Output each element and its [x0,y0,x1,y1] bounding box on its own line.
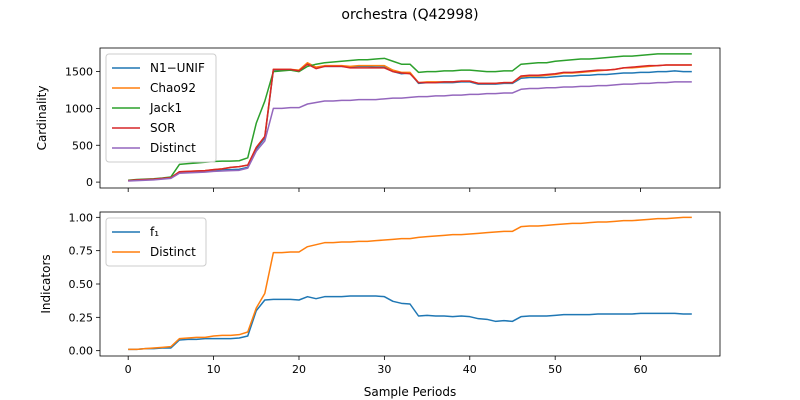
y-axis-label: Indicators [39,254,53,313]
legend-box [105,217,207,267]
legend: N1−UNIF Chao92 Jack1 SOR Distinct [105,53,217,163]
legend: f₁ Distinct [105,217,207,267]
legend-label: Distinct [150,245,196,259]
x-tick-label: 20 [292,363,306,376]
y-tick-label: 0.00 [69,345,94,358]
x-tick-label: 60 [634,363,648,376]
y-tick-label: 0.50 [69,278,94,291]
x-tick-label: 0 [125,363,132,376]
axes-frame [99,47,721,189]
figure-title: orchestra (Q42998) [341,7,478,23]
legend-label: Jack1 [149,101,182,115]
x-tick-label: 10 [207,363,221,376]
x-tick-label: 30 [377,363,391,376]
legend-label: N1−UNIF [150,61,205,75]
series-line-0-4 [128,81,692,182]
legend-label: Chao92 [150,81,196,95]
x-tick-label: 50 [548,363,562,376]
y-tick-label: 0.25 [69,311,94,324]
x-axis-label: Sample Periods [364,385,456,399]
y-tick-label: 1000 [65,102,93,115]
series-line-0-2 [128,53,692,182]
y-tick-label: 1500 [65,66,93,79]
x-tick-label: 40 [463,363,477,376]
y-tick-label: 1.00 [69,211,94,224]
y-tick-label: 500 [72,139,93,152]
legend-label: SOR [150,121,175,135]
series-line-1-1 [128,216,692,351]
legend-label: Distinct [150,141,196,155]
legend-box [105,53,217,163]
y-tick-label: 0.75 [69,245,94,258]
indicators-panel: 0 10 20 30 40 50 60 0.00 0.25 0.50 0.75 1.00 Indicat… [39,211,721,376]
y-tick-label: 0 [86,176,93,189]
series-line-1-0 [128,295,692,351]
legend-label: f₁ [150,225,159,239]
cardinality-panel: 0 500 1000 1500 Cardinality N1−UNIF Chao92 Jack… [35,47,721,192]
series-line-0-3 [128,63,692,182]
y-axis-label: Cardinality [35,86,49,151]
